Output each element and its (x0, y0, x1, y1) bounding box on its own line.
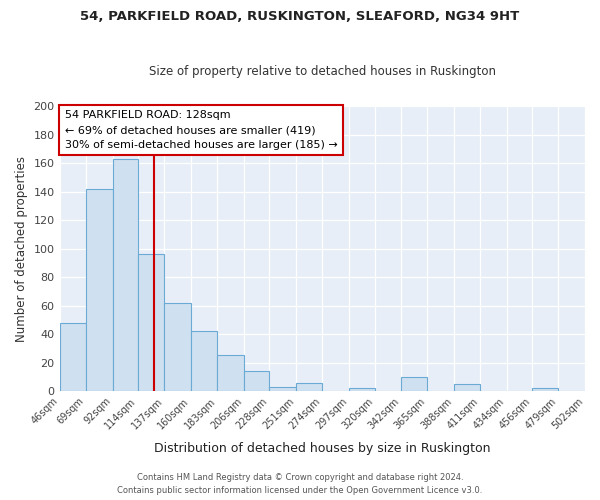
Title: Size of property relative to detached houses in Ruskington: Size of property relative to detached ho… (149, 66, 496, 78)
Bar (401, 377, 427, 391)
Text: Contains HM Land Registry data © Crown copyright and database right 2024.
Contai: Contains HM Land Registry data © Crown c… (118, 474, 482, 495)
Bar (191, 332, 217, 391)
Y-axis label: Number of detached properties: Number of detached properties (15, 156, 28, 342)
Bar (113, 159, 138, 391)
Bar (217, 356, 244, 391)
Bar (349, 388, 375, 391)
Bar (244, 371, 269, 391)
X-axis label: Distribution of detached houses by size in Ruskington: Distribution of detached houses by size … (154, 442, 491, 455)
Bar (59, 322, 86, 391)
Text: 54 PARKFIELD ROAD: 128sqm
← 69% of detached houses are smaller (419)
30% of semi: 54 PARKFIELD ROAD: 128sqm ← 69% of detac… (65, 110, 338, 150)
Bar (454, 384, 480, 391)
Text: 54, PARKFIELD ROAD, RUSKINGTON, SLEAFORD, NG34 9HT: 54, PARKFIELD ROAD, RUSKINGTON, SLEAFORD… (80, 10, 520, 23)
Bar (296, 382, 322, 391)
Bar (138, 254, 164, 391)
Bar (532, 388, 559, 391)
Bar (164, 302, 191, 391)
Bar (269, 387, 296, 391)
Bar (86, 188, 113, 391)
